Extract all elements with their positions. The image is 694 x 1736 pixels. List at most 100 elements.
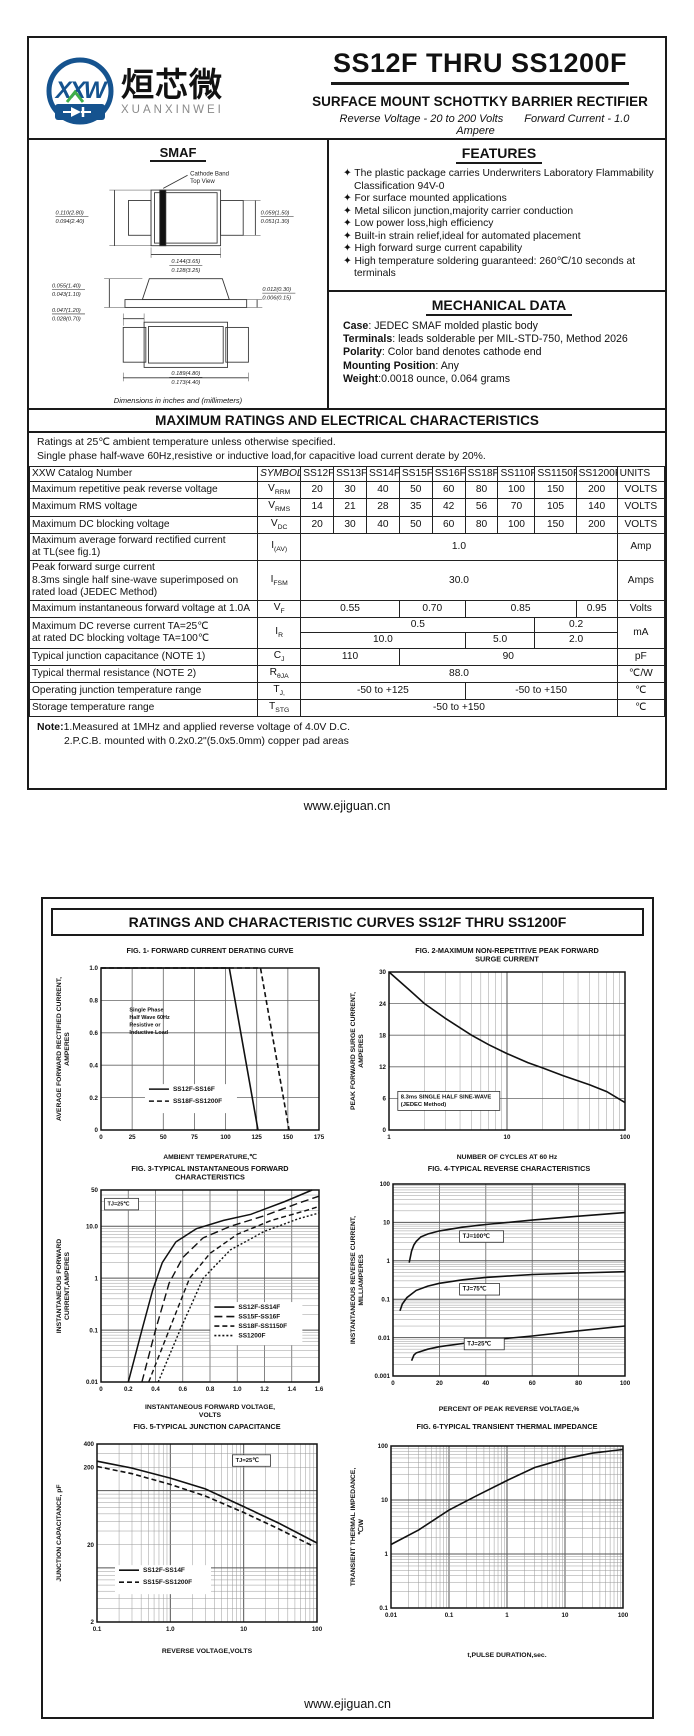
table-cell: Amp (616, 532, 665, 562)
table-cell: Typical thermal resistance (NOTE 2) (29, 664, 259, 684)
svg-text:0: 0 (99, 1386, 103, 1393)
table-cell: 80 (464, 515, 499, 534)
svg-text:0.006(0.15): 0.006(0.15) (262, 296, 291, 302)
svg-text:1: 1 (94, 1275, 98, 1282)
svg-text:2: 2 (90, 1619, 94, 1626)
feature-item: ✦ Low power loss,high efficiency (343, 218, 494, 230)
svg-text:0.1: 0.1 (89, 1327, 98, 1334)
datasheet-page-1: XXW 烜芯微 XUANXINWEI SS12F THRU SS1200F SU… (27, 36, 667, 790)
table-cell: 10.0 (300, 632, 466, 649)
svg-text:TJ=25℃: TJ=25℃ (235, 1457, 259, 1464)
ratings-table: XXW Catalog NumberSYMBOLSSS12FSS13FSS14F… (29, 466, 665, 718)
svg-text:24: 24 (379, 1001, 386, 1008)
title-block: SS12F THRU SS1200F SURFACE MOUNT SCHOTTK… (311, 48, 655, 137)
svg-text:40: 40 (482, 1380, 489, 1387)
svg-text:0.043(1.10): 0.043(1.10) (52, 292, 81, 298)
svg-text:SS18F-SS1200F: SS18F-SS1200F (172, 1098, 221, 1105)
svg-text:JUNCTION CAPACITANCE, pF: JUNCTION CAPACITANCE, pF (56, 1484, 63, 1581)
svg-text:10: 10 (562, 1612, 569, 1619)
table-cell: 42 (431, 498, 466, 517)
svg-text:1.0: 1.0 (232, 1386, 241, 1393)
svg-text:MILLIAMPERES: MILLIAMPERES (358, 1254, 365, 1306)
mech-case: Case: JEDEC SMAF molded plastic body (343, 320, 538, 332)
table-cell: I(AV) (257, 532, 302, 562)
table-cell: SS1200F (575, 466, 618, 483)
table-cell: 50 (398, 515, 433, 534)
table-cell: 0.5 (300, 617, 536, 634)
svg-text:PEAK FORWARD SURGE CURRENT,: PEAK FORWARD SURGE CURRENT, (350, 992, 357, 1110)
table-cell: 2.0 (534, 632, 618, 649)
svg-text:80: 80 (575, 1380, 582, 1387)
table-cell: 0.70 (398, 599, 466, 619)
brand-name-english: XUANXINWEI (121, 103, 224, 116)
table-cell: 56 (464, 498, 499, 517)
table-cell: IR (257, 617, 302, 649)
table-cell: VF (257, 599, 302, 619)
svg-text:1.2: 1.2 (260, 1386, 269, 1393)
features-heading: FEATURES (343, 145, 655, 164)
part-number-title: SS12F THRU SS1200F (332, 47, 628, 78)
dim-pad-width-max: 0.047(1.20) (52, 308, 81, 314)
feature-item: ✦ Metal silicon junction,majority carrie… (343, 205, 574, 217)
table-cell: TSTG (257, 699, 302, 718)
svg-text:FIG. 1- FORWARD CURRENT DERATI: FIG. 1- FORWARD CURRENT DERATING CURVE (126, 946, 293, 955)
svg-text:Inductive Load: Inductive Load (129, 1030, 168, 1036)
table-cell: 5.0 (464, 632, 536, 649)
table-cell: 100 (497, 481, 536, 500)
svg-text:12: 12 (379, 1064, 386, 1071)
logo-mark-icon: XXW (46, 57, 114, 125)
svg-text:0: 0 (383, 1127, 387, 1134)
fig2-container: 1 10 100 0 6 12 18 24 30 8.3ms SINGLE HALF SINE-W… (342, 944, 648, 1162)
svg-text:25: 25 (128, 1134, 135, 1141)
fig2-peak-forward-surge-current: 1 10 100 0 6 12 18 24 30 8.3ms SINGLE HALF SINE-W… (350, 946, 631, 1161)
table-cell: 28 (365, 498, 400, 517)
svg-text:0.094(2.40): 0.094(2.40) (55, 219, 84, 225)
svg-text:0.2: 0.2 (89, 1095, 98, 1102)
brand-text: 烜芯微 XUANXINWEI (121, 68, 224, 116)
curves-page-title: RATINGS AND CHARACTERISTIC CURVES SS12F … (51, 908, 644, 936)
company-logo: XXW 烜芯微 XUANXINWEI (43, 55, 311, 129)
svg-text:(JEDEC Method): (JEDEC Method) (401, 1102, 446, 1108)
dim-overall-length-max: 0.189(4.80) (171, 371, 200, 377)
svg-text:SS1200F: SS1200F (238, 1333, 265, 1340)
svg-text:1.4: 1.4 (287, 1386, 296, 1393)
fig1-forward-current-derating: 0 25 50 75 100 125 150 175 0 0.2 0.4 0.6 0.8 1.0 Singl… (56, 946, 325, 1161)
feature-item: ✦ High temperature soldering guaranteed:… (343, 255, 636, 280)
table-cell: SYMBOLS (257, 466, 302, 483)
svg-text:0.173(4.40): 0.173(4.40) (171, 380, 200, 386)
svg-text:TRANSIENT THERMAL IMPEDANCE,: TRANSIENT THERMAL IMPEDANCE, (350, 1468, 357, 1587)
dim-body-width-max: 0.110(2.80) (55, 210, 83, 216)
svg-text:0.01: 0.01 (385, 1612, 398, 1619)
table-cell: RθJA (257, 664, 302, 684)
svg-text:AMBIENT TEMPERATURE,℃: AMBIENT TEMPERATURE,℃ (163, 1153, 257, 1161)
table-cell: 1.0 (300, 532, 618, 562)
svg-text:0.001: 0.001 (375, 1373, 391, 1380)
note-line-2: 2.P.C.B. mounted with 0.2x0.2"(5.0x5.0mm… (64, 736, 349, 748)
svg-text:FIG. 4-TYPICAL REVERSE CHARACT: FIG. 4-TYPICAL REVERSE CHARACTERISTICS (428, 1164, 591, 1173)
svg-text:100: 100 (220, 1134, 231, 1141)
svg-text:Top View: Top View (190, 178, 215, 185)
svg-text:100: 100 (620, 1380, 631, 1387)
svg-text:1: 1 (387, 1258, 391, 1265)
cathode-band-callout: Cathode Band (190, 170, 229, 177)
table-cell: 0.2 (534, 617, 618, 634)
table-cell: 30 (333, 515, 367, 534)
ratings-conditions: Ratings at 25℃ ambient temperature unles… (29, 433, 665, 466)
svg-text:0: 0 (94, 1127, 98, 1134)
features-section: FEATURES ✦ The plastic package carries U… (329, 140, 665, 292)
svg-text:125: 125 (251, 1134, 262, 1141)
dim-body-length-max: 0.144(3.65) (171, 259, 200, 265)
svg-text:0.6: 0.6 (178, 1386, 187, 1393)
svg-text:0.01: 0.01 (85, 1379, 98, 1386)
svg-text:FIG. 6-TYPICAL TRANSIENT THERM: FIG. 6-TYPICAL TRANSIENT THERMAL IMPEDAN… (417, 1422, 598, 1431)
svg-text:SS12F-SS14F: SS12F-SS14F (143, 1567, 185, 1574)
svg-text:Resistive or: Resistive or (129, 1023, 161, 1029)
svg-text:VOLTS: VOLTS (198, 1412, 221, 1419)
figures-grid: 0 25 50 75 100 125 150 175 0 0.2 0.4 0.6 0.8 1.0 Singl… (43, 940, 652, 1660)
table-cell: 0.95 (575, 599, 618, 619)
table-cell: -50 to +150 (464, 682, 618, 701)
svg-text:SS12F-SS14F: SS12F-SS14F (238, 1304, 280, 1311)
svg-text:100: 100 (311, 1626, 322, 1633)
svg-text:REVERSE VOLTAGE,VOLTS: REVERSE VOLTAGE,VOLTS (161, 1648, 252, 1655)
